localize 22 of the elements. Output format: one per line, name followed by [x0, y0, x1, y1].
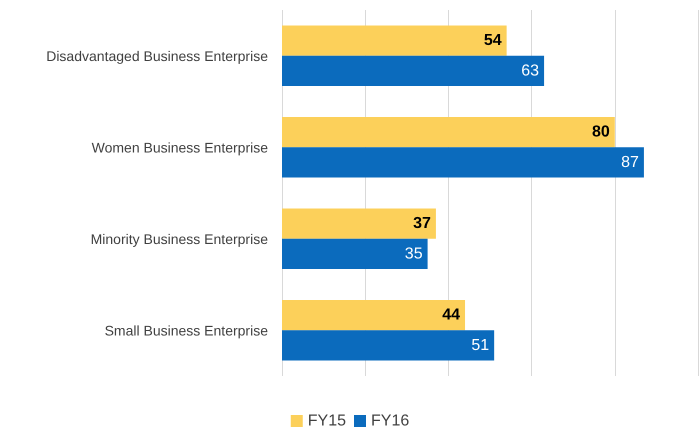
- bar: [282, 208, 436, 239]
- bar: [282, 117, 615, 148]
- data-label: 51: [471, 336, 490, 354]
- bar: [282, 300, 466, 330]
- y-tick-label: Small Business Enterprise: [104, 322, 268, 338]
- bar: [282, 330, 494, 360]
- bar: [282, 147, 644, 178]
- data-label: 63: [521, 62, 540, 80]
- y-tick-label: Minority Business Enterprise: [90, 230, 268, 247]
- data-label: 87: [621, 154, 640, 171]
- data-label: 54: [484, 32, 502, 50]
- data-label: 80: [592, 124, 610, 141]
- bar: [282, 238, 428, 269]
- legend-label: FY16: [371, 412, 410, 430]
- y-tick-label: Women Business Enterprise: [92, 139, 268, 156]
- legend-label: FY15: [308, 412, 346, 430]
- data-label: 35: [404, 245, 423, 262]
- data-label: 44: [442, 306, 460, 324]
- y-tick-label: Disadvantaged Business Enterprise: [46, 48, 268, 64]
- data-label: 37: [413, 215, 432, 232]
- bar: [282, 26, 507, 56]
- bar: [282, 56, 544, 86]
